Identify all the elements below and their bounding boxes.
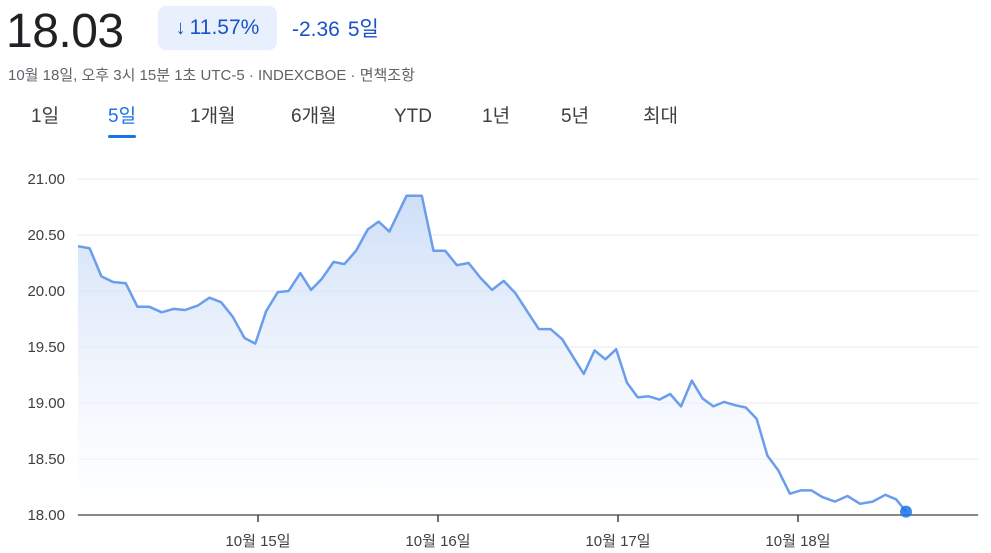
price-area <box>78 195 906 516</box>
quote-meta: 10월 18일, 오후 3시 15분 1초 UTC-5 · INDEXCBOE … <box>8 67 415 84</box>
x-tick-label: 10월 17일 <box>585 533 650 550</box>
tab-1m[interactable]: 1개월 <box>190 106 236 127</box>
y-tick-label: 19.50 <box>27 339 65 356</box>
tab-max[interactable]: 최대 <box>643 106 678 127</box>
y-tick-label: 20.50 <box>27 227 65 244</box>
y-tick-label: 21.00 <box>27 171 65 188</box>
tab-1d[interactable]: 1일 <box>31 106 60 127</box>
arrow-down-icon: ↓ <box>175 16 186 39</box>
percent-change-value: 11.57% <box>189 16 260 39</box>
absolute-change-value: -2.36 <box>292 18 340 41</box>
change-period: 5일 <box>347 18 379 41</box>
tab-ytd[interactable]: YTD <box>394 106 432 127</box>
absolute-change: -2.36 5일 <box>292 13 379 43</box>
tab-1y[interactable]: 1년 <box>482 106 511 127</box>
price-chart[interactable]: 21.00 20.50 20.00 19.50 19.00 18.50 18.00 10월 … <box>0 150 991 553</box>
y-tick-label: 19.00 <box>27 395 65 412</box>
percent-change-badge: ↓ 11.57% <box>158 6 277 50</box>
y-tick-label: 20.00 <box>27 283 65 300</box>
price-line <box>77 194 907 513</box>
x-tick-label: 10월 15일 <box>225 533 290 550</box>
x-tick-label: 10월 16일 <box>405 533 470 550</box>
y-tick-label: 18.50 <box>27 451 65 468</box>
range-tabs: 1일 5일 1개월 6개월 YTD 1년 5년 최대 <box>0 100 720 140</box>
y-tick-label: 18.00 <box>27 507 65 524</box>
last-price-point <box>900 505 912 518</box>
tab-5y[interactable]: 5년 <box>561 106 590 127</box>
tab-6m[interactable]: 6개월 <box>291 106 337 127</box>
tab-5d[interactable]: 5일 <box>108 100 137 138</box>
x-tick-label: 10월 18일 <box>765 533 830 550</box>
current-price: 18.03 <box>6 5 124 58</box>
